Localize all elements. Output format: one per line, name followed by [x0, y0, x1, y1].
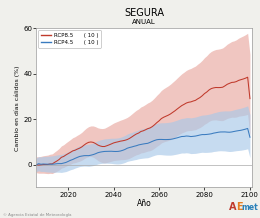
Legend: RCP8.5      ( 10 ), RCP4.5      ( 10 ): RCP8.5 ( 10 ), RCP4.5 ( 10 ) [38, 30, 101, 48]
Text: © Agencia Estatal de Meteorología: © Agencia Estatal de Meteorología [3, 213, 71, 217]
Text: ANUAL: ANUAL [132, 19, 156, 25]
Text: met: met [241, 203, 258, 212]
Text: SEGURA: SEGURA [124, 8, 164, 18]
Y-axis label: Cambio en días cálidos (%): Cambio en días cálidos (%) [15, 65, 21, 151]
Text: E: E [236, 202, 243, 212]
Text: A: A [229, 202, 236, 212]
X-axis label: Año: Año [137, 199, 152, 208]
